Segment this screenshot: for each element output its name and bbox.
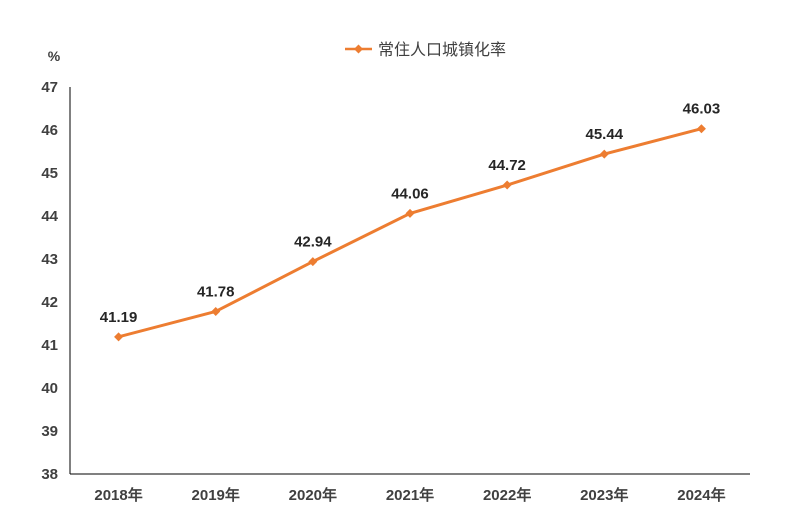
data-label: 46.03 bbox=[683, 101, 721, 118]
y-tick-label: 40 bbox=[41, 380, 58, 397]
x-tick-label: 2020年 bbox=[289, 486, 337, 504]
legend-diamond-marker bbox=[354, 44, 363, 54]
y-tick-label: 45 bbox=[41, 165, 58, 182]
x-tick-label: 2024年 bbox=[677, 486, 725, 504]
data-point-marker bbox=[696, 124, 706, 134]
data-label: 44.06 bbox=[391, 185, 429, 202]
legend: 常住人口城镇化率 bbox=[345, 40, 506, 59]
data-point-marker bbox=[599, 149, 609, 159]
y-tick-label: 39 bbox=[41, 423, 58, 440]
series-group bbox=[114, 124, 706, 342]
y-tick-label: 43 bbox=[41, 251, 58, 268]
x-axis-ticks: 2018年 2019年 2020年 2021年 2022年 2023年 2024年 bbox=[94, 486, 725, 504]
y-axis-unit: % bbox=[48, 48, 61, 64]
x-tick-label: 2023年 bbox=[580, 486, 628, 504]
y-tick-label: 47 bbox=[41, 79, 58, 96]
data-point-marker bbox=[502, 180, 512, 190]
data-labels: 41.19 41.78 42.94 44.06 44.72 45.44 46.03 bbox=[100, 101, 720, 326]
y-tick-label: 46 bbox=[41, 122, 58, 139]
x-tick-label: 2019年 bbox=[192, 486, 240, 504]
data-label: 41.78 bbox=[197, 283, 235, 300]
x-tick-label: 2018年 bbox=[94, 486, 142, 504]
data-point-marker bbox=[211, 306, 221, 316]
y-tick-label: 41 bbox=[41, 337, 58, 354]
data-point-marker bbox=[114, 332, 124, 342]
y-tick-label: 38 bbox=[41, 466, 58, 483]
legend-label: 常住人口城镇化率 bbox=[378, 40, 506, 59]
data-label: 42.94 bbox=[294, 234, 332, 251]
y-tick-label: 44 bbox=[41, 208, 58, 225]
y-tick-label: 42 bbox=[41, 294, 58, 311]
data-label: 44.72 bbox=[488, 157, 526, 174]
y-axis-ticks: 38 39 40 41 42 43 44 45 46 47 bbox=[41, 79, 58, 483]
series-line bbox=[118, 127, 702, 339]
x-tick-label: 2022年 bbox=[483, 486, 531, 504]
x-tick-label: 2021年 bbox=[386, 486, 434, 504]
data-point-marker bbox=[405, 208, 415, 218]
data-point-marker bbox=[308, 257, 318, 267]
data-label: 45.44 bbox=[586, 126, 624, 143]
data-label: 41.19 bbox=[100, 309, 138, 326]
